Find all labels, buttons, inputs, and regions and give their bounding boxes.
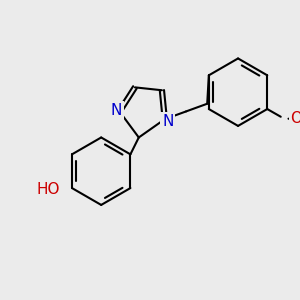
Text: O: O bbox=[290, 111, 300, 126]
Text: N: N bbox=[111, 103, 122, 118]
Text: N: N bbox=[162, 114, 173, 129]
Text: HO: HO bbox=[37, 182, 60, 197]
